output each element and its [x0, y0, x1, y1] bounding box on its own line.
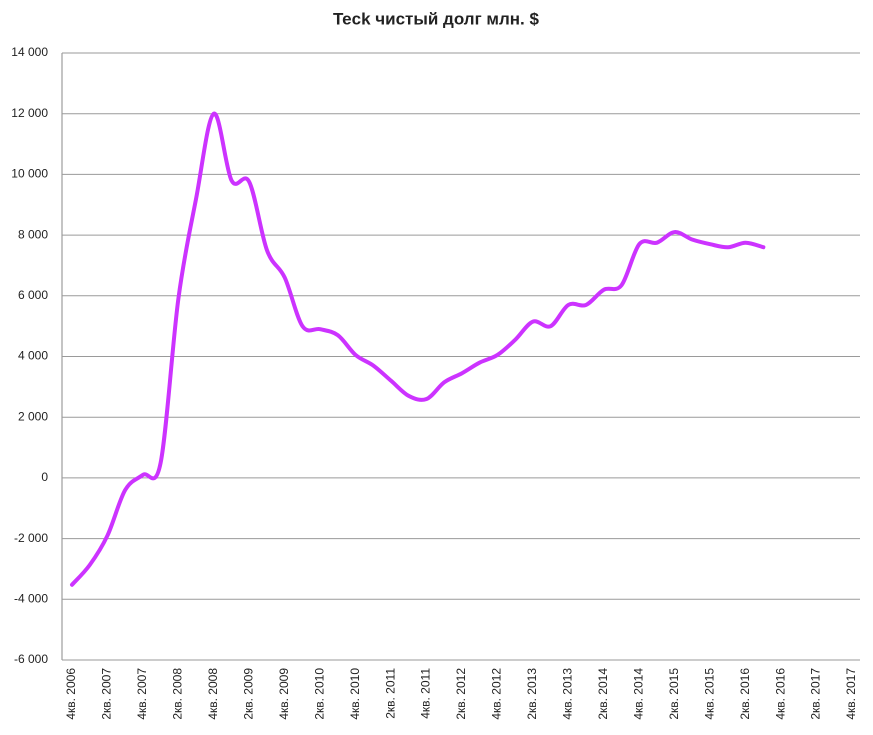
x-tick-label: 4кв. 2009	[277, 668, 291, 720]
x-tick-label: 4кв. 2010	[348, 668, 362, 720]
y-tick-label: 14 000	[11, 45, 48, 59]
x-tick-label: 4кв. 2011	[419, 668, 433, 719]
y-tick-label: -4 000	[14, 591, 48, 605]
y-tick-label: 2 000	[18, 409, 48, 423]
x-tick-label: 4кв. 2013	[561, 668, 575, 720]
x-tick-label: 2кв. 2011	[383, 668, 397, 719]
x-tick-label: 2кв. 2010	[312, 668, 326, 720]
x-tick-label: 4кв. 2014	[631, 668, 645, 720]
x-tick-label: 2кв. 2008	[171, 668, 185, 720]
y-tick-label: 8 000	[18, 227, 48, 241]
y-tick-label: 6 000	[18, 288, 48, 302]
line-series	[70, 111, 766, 587]
chart-title: Teck чистый долг млн. $	[333, 9, 539, 28]
x-tick-label: 2кв. 2009	[241, 668, 255, 720]
x-tick-label: 4кв. 2006	[64, 668, 78, 720]
x-tick-label: 4кв. 2015	[702, 668, 716, 720]
x-tick-label: 2кв. 2014	[596, 668, 610, 720]
x-tick-label: 2кв. 2015	[667, 668, 681, 720]
y-tick-label: 0	[41, 470, 48, 484]
x-tick-label: 4кв. 2012	[490, 668, 504, 720]
y-tick-label: -6 000	[14, 652, 48, 666]
x-tick-label: 2кв. 2007	[100, 668, 114, 720]
x-tick-label: 2кв. 2013	[525, 668, 539, 720]
x-tick-label: 2кв. 2017	[809, 668, 823, 720]
x-tick-label: 4кв. 2008	[206, 668, 220, 720]
y-tick-label: 4 000	[18, 349, 48, 363]
x-tick-label: 2кв. 2012	[454, 668, 468, 720]
x-tick-label: 2кв. 2016	[738, 668, 752, 720]
y-tick-label: -2 000	[14, 531, 48, 545]
x-tick-label: 4кв. 2007	[135, 668, 149, 720]
x-tick-label: 4кв. 2017	[844, 668, 858, 720]
y-tick-label: 12 000	[11, 106, 48, 120]
y-tick-label: 10 000	[11, 167, 48, 181]
x-tick-label: 4кв. 2016	[773, 668, 787, 720]
